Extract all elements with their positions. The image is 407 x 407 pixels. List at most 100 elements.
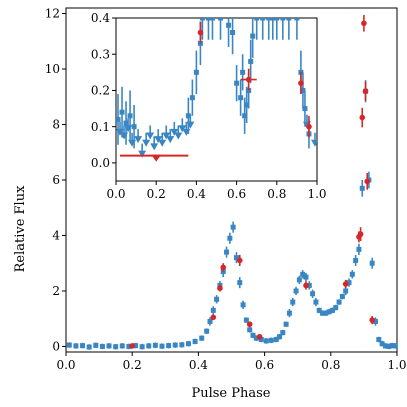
data-point <box>306 123 312 130</box>
data-point <box>218 18 224 21</box>
data-point <box>193 69 199 75</box>
data-point <box>230 224 236 230</box>
data-point <box>237 280 243 286</box>
data-point <box>240 302 246 308</box>
data-point <box>263 338 269 344</box>
upper-limit-arrow <box>170 128 179 136</box>
data-point <box>127 113 133 119</box>
data-point <box>274 18 280 21</box>
data-point <box>214 296 220 302</box>
data-point <box>298 80 304 86</box>
data-point <box>189 95 195 101</box>
data-point <box>80 343 86 349</box>
data-point <box>361 20 367 27</box>
data-point <box>280 18 286 21</box>
data-point <box>290 299 296 305</box>
x-tick-label: 0.6 <box>227 187 246 201</box>
data-point <box>179 342 185 348</box>
data-point <box>369 260 375 266</box>
data-point <box>306 282 312 288</box>
data-point <box>376 337 382 343</box>
data-point <box>244 102 250 108</box>
data-point <box>146 343 152 349</box>
data-point <box>250 332 256 338</box>
data-point <box>349 271 355 277</box>
data-point <box>205 18 211 21</box>
data-point <box>119 343 125 349</box>
data-point <box>357 231 364 237</box>
data-point <box>116 116 121 122</box>
data-point <box>172 342 178 348</box>
data-point <box>230 29 236 35</box>
y-axis-label: Relative Flux <box>13 185 28 272</box>
data-point <box>333 305 339 311</box>
data-point <box>66 342 72 348</box>
y-tick-label: 0.2 <box>91 84 110 98</box>
upper-limit-arrow <box>174 132 183 140</box>
x-tick-label: 0.2 <box>147 187 166 201</box>
x-tick-label: 0.8 <box>321 358 340 372</box>
x-tick-label: 0.0 <box>56 358 75 372</box>
data-point <box>240 69 246 75</box>
data-point <box>266 18 272 21</box>
data-point <box>133 343 139 349</box>
y-tick-label: 10 <box>45 62 60 76</box>
data-point <box>246 321 253 328</box>
data-point <box>320 310 326 316</box>
y-tick-label: 0.3 <box>91 47 110 61</box>
inset-data <box>116 18 317 162</box>
data-point <box>253 335 259 341</box>
data-point <box>185 341 191 347</box>
x-tick-label: 0.6 <box>255 358 274 372</box>
data-point <box>386 343 392 349</box>
data-point <box>86 344 92 350</box>
data-point <box>129 343 135 349</box>
data-point <box>227 235 233 241</box>
x-tick-label: 0.4 <box>187 187 206 201</box>
data-point <box>326 309 332 315</box>
data-point <box>199 335 205 341</box>
upper-limit-arrow <box>154 136 163 144</box>
upper-limit-arrow <box>151 154 162 162</box>
upper-limit-arrow <box>158 139 167 147</box>
inset-plot: 0.0 0.2 0.4 0.6 0.8 1.0 0.0 0.1 0.2 0.3 0.4 <box>91 11 327 201</box>
x-tick-label: 1.0 <box>307 187 326 201</box>
data-point <box>372 318 378 324</box>
data-point <box>293 288 299 294</box>
data-point <box>207 318 213 324</box>
data-point <box>131 124 137 130</box>
data-point <box>204 328 210 334</box>
data-point <box>392 343 398 349</box>
x-tick-label: 1.0 <box>387 358 406 372</box>
data-point <box>280 330 286 336</box>
data-point <box>233 255 239 261</box>
data-point <box>353 257 359 263</box>
data-point <box>329 307 335 313</box>
data-point <box>273 337 279 343</box>
data-point <box>296 277 302 283</box>
data-point <box>99 343 105 349</box>
data-point <box>286 18 292 21</box>
data-point <box>234 80 240 86</box>
data-point <box>389 343 395 349</box>
data-point <box>166 343 172 349</box>
data-point <box>359 114 366 121</box>
upper-limit-arrow <box>178 125 187 133</box>
data-point <box>300 271 306 277</box>
data-point <box>209 18 215 21</box>
data-point <box>139 344 145 350</box>
y-tick-label: 0.1 <box>91 120 110 134</box>
data-point <box>248 58 254 64</box>
plot-frame <box>115 17 318 182</box>
data-point <box>258 337 264 343</box>
data-point <box>356 246 362 252</box>
y-tick-label: 0.0 <box>91 156 110 170</box>
x-tick-label: 0.0 <box>106 187 125 201</box>
data-point <box>294 18 300 21</box>
data-point <box>250 33 256 39</box>
data-point <box>256 333 263 340</box>
y-tick-label: 2 <box>52 284 60 298</box>
data-point <box>226 22 232 28</box>
data-point <box>185 113 191 119</box>
data-point <box>369 317 375 323</box>
